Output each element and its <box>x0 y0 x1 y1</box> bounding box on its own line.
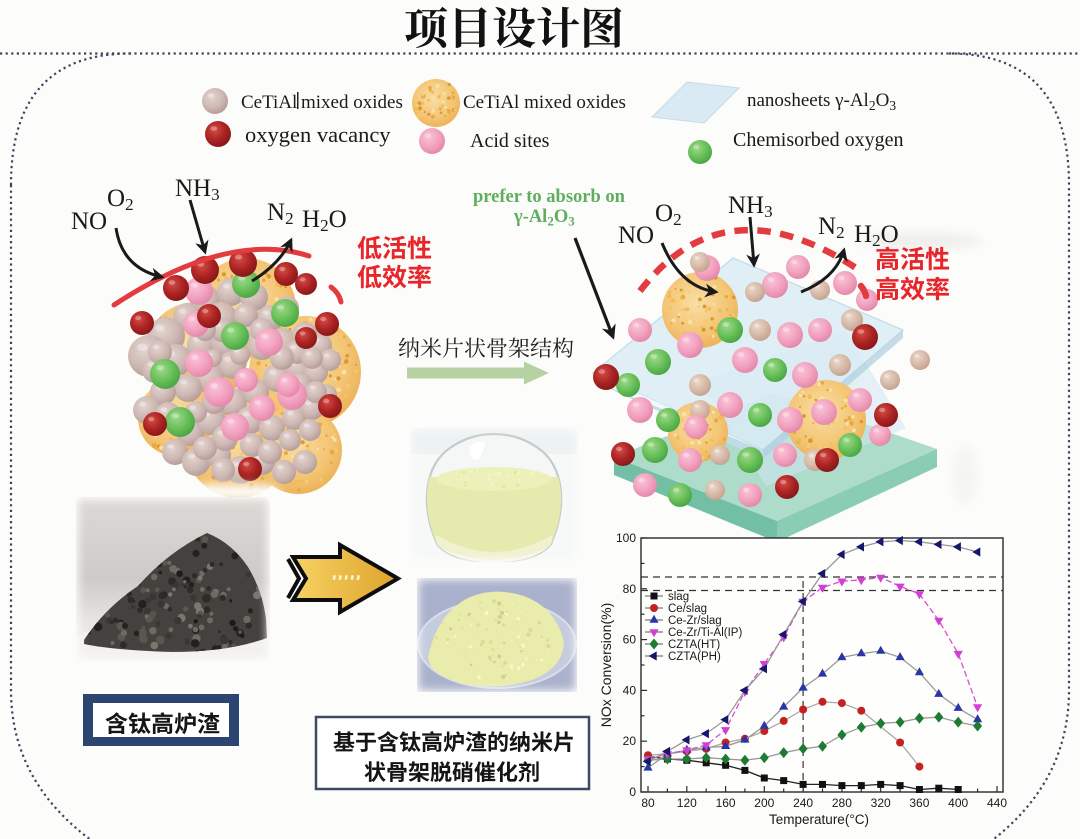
svg-text:NO: NO <box>618 222 654 249</box>
svg-text:440: 440 <box>987 796 1007 810</box>
svg-text:γ-Al2O3: γ-Al2O3 <box>513 207 575 229</box>
svg-text:80: 80 <box>623 582 637 596</box>
svg-text:0: 0 <box>629 785 636 799</box>
svg-text:400: 400 <box>948 796 968 810</box>
svg-text:320: 320 <box>871 796 891 810</box>
svg-text:160: 160 <box>716 796 736 810</box>
svg-text:slag: slag <box>668 591 689 603</box>
svg-text:Ce-Zr/Ti-Al(IP): Ce-Zr/Ti-Al(IP) <box>668 627 742 639</box>
svg-text:80: 80 <box>641 796 655 810</box>
svg-text:prefer to absorb on: prefer to absorb on <box>473 187 626 207</box>
svg-text:100: 100 <box>616 531 636 545</box>
svg-text:240: 240 <box>793 796 813 810</box>
svg-text:20: 20 <box>623 734 637 748</box>
svg-text:CeTiAl mixed oxides: CeTiAl mixed oxides <box>463 92 626 113</box>
svg-text:nanosheets γ-Al2O3: nanosheets γ-Al2O3 <box>747 90 896 113</box>
svg-text:NO: NO <box>71 208 107 235</box>
svg-text:NOx Conversion(%): NOx Conversion(%) <box>598 603 614 727</box>
svg-text:mixed oxides: mixed oxides <box>301 92 403 113</box>
svg-text:Acid sites: Acid sites <box>470 130 550 152</box>
svg-text:60: 60 <box>623 633 637 647</box>
svg-text:200: 200 <box>754 796 774 810</box>
svg-text:280: 280 <box>832 796 852 810</box>
svg-text:Temperature(°C): Temperature(°C) <box>769 812 869 827</box>
svg-text:Ce-Zr/slag: Ce-Zr/slag <box>668 615 722 627</box>
svg-text:CZTA(PH): CZTA(PH) <box>668 651 721 663</box>
svg-text:40: 40 <box>623 683 637 697</box>
svg-text:Ce/slag: Ce/slag <box>668 603 707 615</box>
svg-text:CeTiAl: CeTiAl <box>241 92 297 113</box>
svg-text:H2O: H2O <box>854 221 899 250</box>
svg-text:360: 360 <box>909 796 929 810</box>
svg-text:Chemisorbed oxygen: Chemisorbed oxygen <box>733 129 904 151</box>
svg-text:120: 120 <box>677 796 697 810</box>
svg-text:CZTA(HT): CZTA(HT) <box>668 639 720 651</box>
svg-text:oxygen vacancy: oxygen vacancy <box>245 122 391 147</box>
